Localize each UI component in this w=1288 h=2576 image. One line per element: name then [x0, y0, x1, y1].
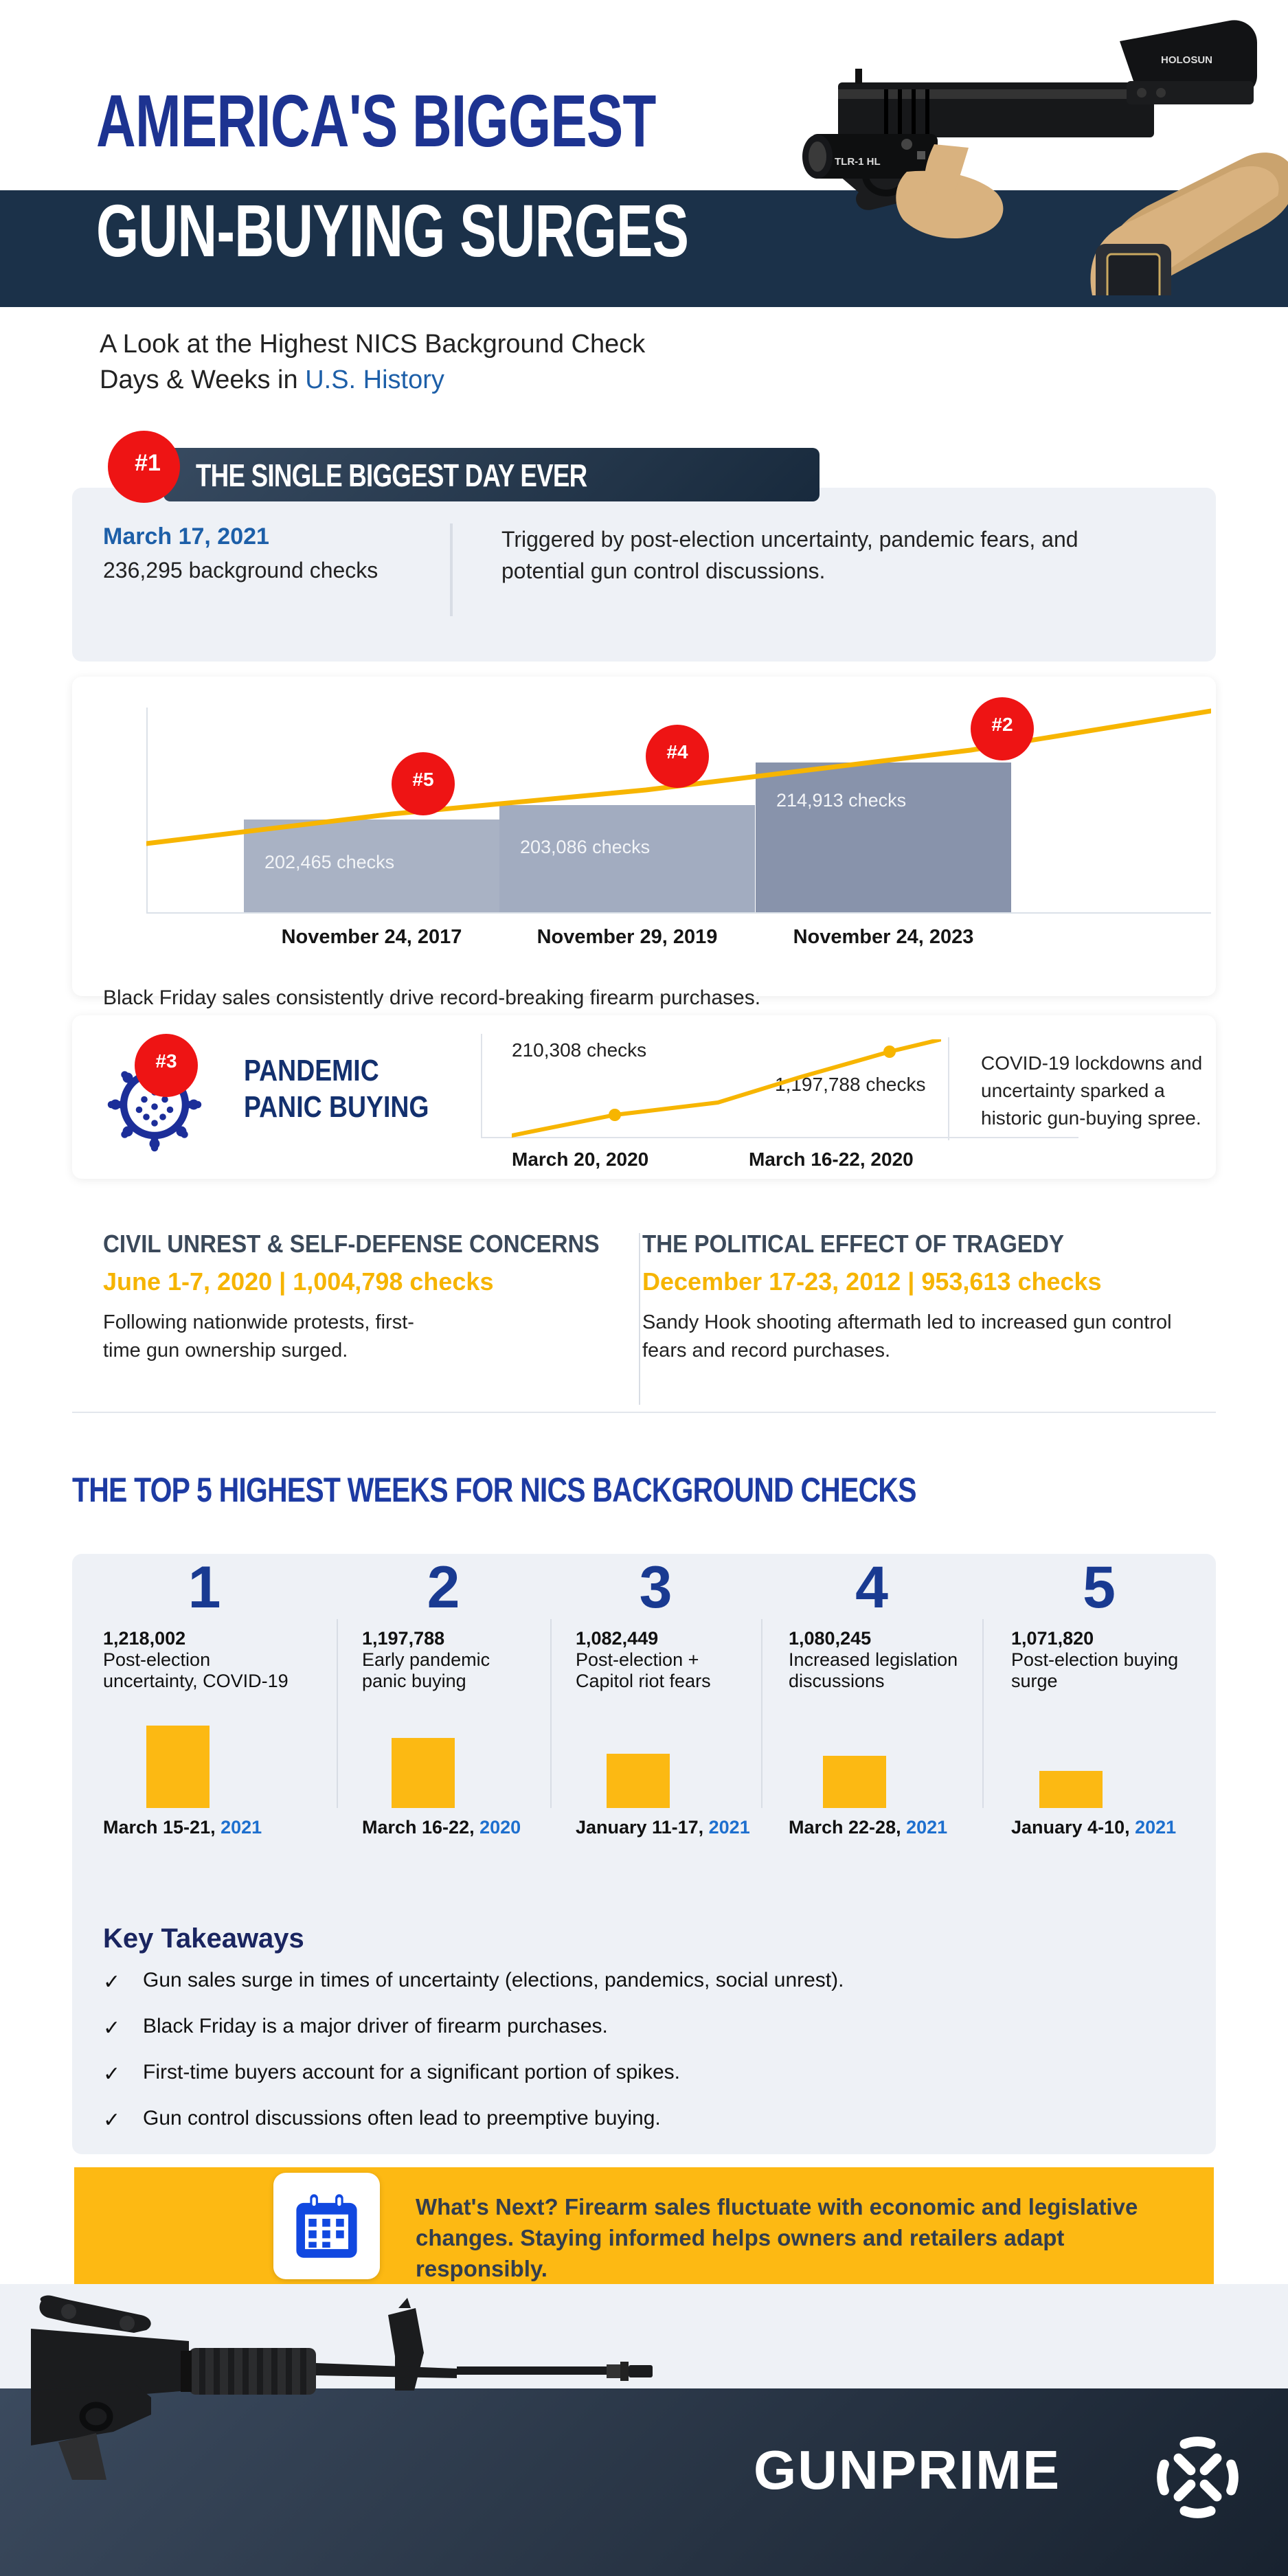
svg-text:TLR-1 HL: TLR-1 HL [835, 156, 881, 168]
svg-text:HOLOSUN: HOLOSUN [1161, 54, 1212, 66]
svg-text:GUNPRIME: GUNPRIME [754, 2442, 1061, 2500]
